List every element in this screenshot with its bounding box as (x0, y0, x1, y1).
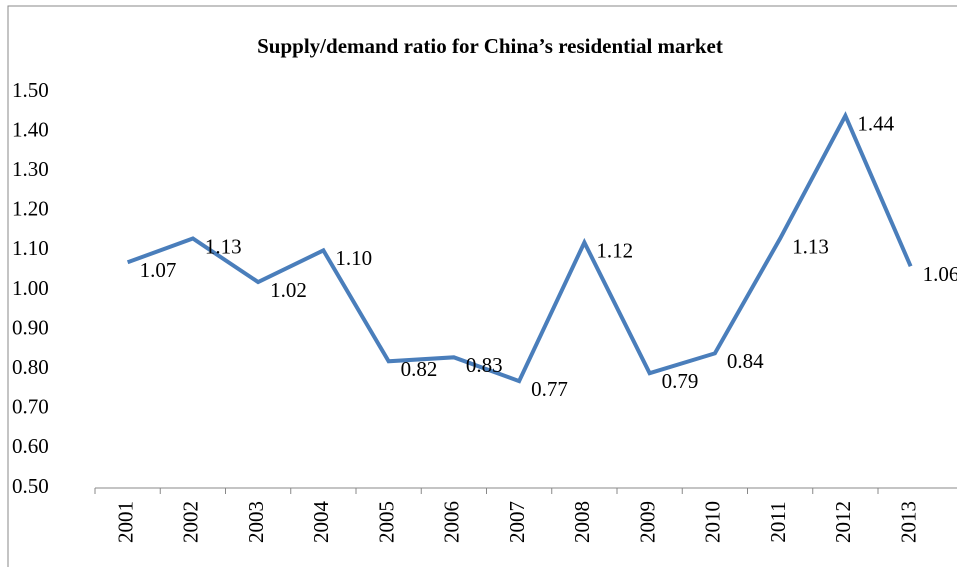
x-tick-label: 2004 (309, 501, 333, 544)
x-tick-label: 2010 (701, 501, 725, 543)
x-tick-label: 2009 (635, 501, 659, 543)
data-label: 1.13 (792, 234, 829, 258)
data-label: 0.83 (466, 353, 503, 377)
x-tick-label: 2011 (766, 501, 790, 542)
x-tick-label: 2007 (505, 501, 529, 543)
data-label: 0.84 (727, 349, 764, 373)
y-tick-label: 0.60 (12, 434, 49, 458)
y-tick-label: 1.10 (12, 236, 49, 260)
x-tick-label: 2013 (896, 501, 920, 543)
line-series (126, 111, 913, 384)
data-label: 0.79 (662, 369, 699, 393)
data-label: 1.12 (596, 238, 633, 262)
y-tick-label: 1.20 (12, 197, 49, 221)
y-tick-label: 0.70 (12, 395, 49, 419)
data-label: 1.07 (140, 258, 177, 282)
data-label: 1.44 (857, 112, 894, 136)
data-label: 1.13 (205, 234, 242, 258)
y-tick-label: 1.30 (12, 157, 49, 181)
data-label: 1.02 (270, 278, 307, 302)
x-tick-label: 2001 (113, 501, 137, 543)
x-tick-label: 2008 (570, 501, 594, 543)
x-tick-label: 2005 (374, 501, 398, 543)
x-tick-label: 2006 (440, 501, 464, 543)
y-tick-label: 0.90 (12, 315, 49, 339)
x-tick-label: 2012 (831, 501, 855, 543)
y-tick-label: 0.80 (12, 355, 49, 379)
chart-frame (7, 5, 957, 567)
data-label: 0.82 (401, 357, 438, 381)
x-tick-label: 2003 (244, 501, 268, 543)
y-tick-label: 1.40 (12, 117, 49, 141)
data-label: 0.77 (531, 377, 568, 401)
y-tick-label: 1.00 (12, 276, 49, 300)
data-label: 1.10 (335, 246, 372, 270)
data-label: 1.06 (923, 262, 957, 286)
chart-title: Supply/demand ratio for China’s resident… (257, 34, 723, 58)
y-tick-label: 1.50 (12, 78, 49, 102)
x-tick-label: 2002 (179, 501, 203, 543)
y-tick-label: 0.50 (12, 474, 49, 498)
